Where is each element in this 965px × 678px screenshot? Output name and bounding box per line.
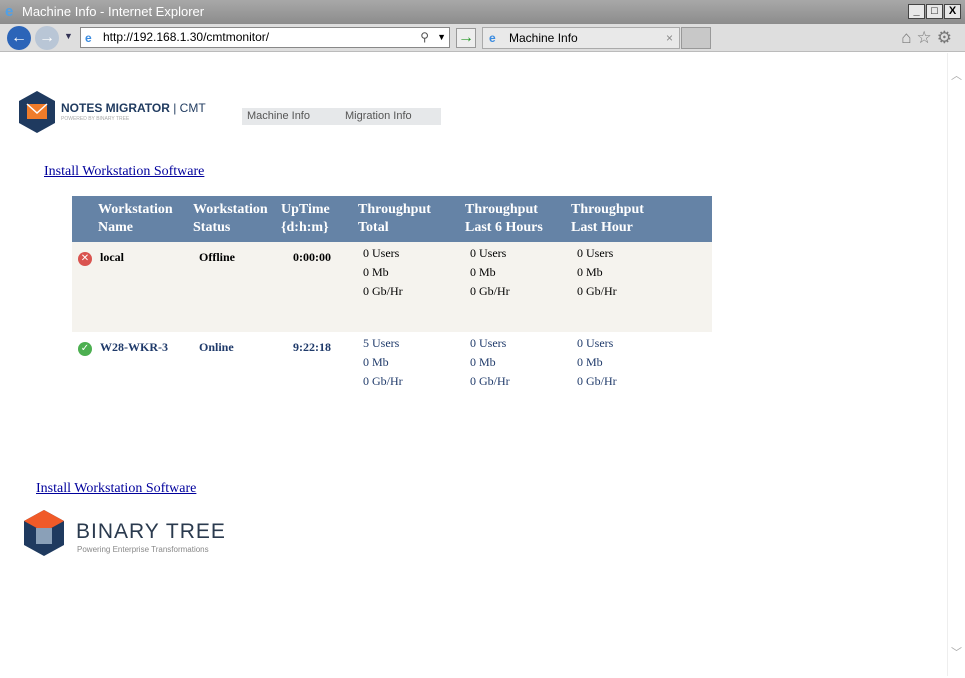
table-row: ✕ local Offline 0:00:00 0 Users 0 Mb 0 Gb/… [72,242,712,332]
close-button[interactable]: X [944,4,961,19]
address-bar[interactable]: e http://192.168.1.30/cmtmonitor/ ⚲ ▼ [80,27,450,48]
install-workstation-link-top[interactable]: Install Workstation Software [44,164,205,179]
uptime: 9:22:18 [293,340,331,354]
go-button[interactable]: → [456,28,476,48]
binary-tree-tagline: Powering Enterprise Transformations [77,545,209,554]
throughput-total: 0 Users 0 Mb 0 Gb/Hr [358,242,465,332]
vertical-scrollbar[interactable]: ︿ ﹀ [947,53,965,676]
tab-machine-info[interactable]: e Machine Info × [482,27,680,49]
minimize-button[interactable]: _ [908,4,925,19]
top-menu: Machine Info Migration Info [242,108,441,125]
workstation-status: Online [199,340,234,354]
throughput-1h: 0 Users 0 Mb 0 Gb/Hr [571,242,712,332]
back-button[interactable]: ← [7,26,31,50]
new-tab-button[interactable] [681,27,711,49]
col-throughput-1h: Throughput Last Hour [571,196,712,242]
table-header-row: Workstation Name Workstation Status UpTime… [72,196,712,242]
history-dropdown-icon[interactable]: ▼ [64,31,73,41]
workstation-table: Workstation Name Workstation Status UpTime… [72,196,712,422]
window-titlebar: e Machine Info - Internet Explorer _ □ X [0,0,965,24]
maximize-button[interactable]: □ [926,4,943,19]
window-title: Machine Info - Internet Explorer [22,4,205,19]
check-icon: ✓ [78,342,92,356]
error-icon: ✕ [78,252,92,266]
notes-migrator-logo [19,91,55,133]
throughput-total: 5 Users 0 Mb 0 Gb/Hr [363,336,403,388]
ie-icon: e [5,3,14,20]
col-throughput-6h: Throughput Last 6 Hours [465,196,571,242]
gear-icon[interactable]: ⚙ [936,28,957,47]
workstation-name: local [98,242,193,332]
throughput-6h: 0 Users 0 Mb 0 Gb/Hr [465,242,571,332]
brand-title: NOTES MIGRATOR | CMT [61,101,206,115]
home-icon[interactable]: ⌂ [901,28,917,47]
install-workstation-link-bottom[interactable]: Install Workstation Software [36,481,197,496]
binary-tree-logo [24,510,64,556]
powered-by: POWERED BY BINARY TREE [61,116,130,122]
binary-tree-name: BINARY TREE [76,520,226,543]
page-content: NOTES MIGRATOR | CMT POWERED BY BINARY T… [4,53,947,676]
col-throughput-total: Throughput Total [358,196,465,242]
throughput-1h: 0 Users 0 Mb 0 Gb/Hr [577,336,617,388]
scroll-down-icon[interactable]: ﹀ [951,647,962,659]
workstation-name: W28-WKR-3 [100,340,168,354]
col-uptime: UpTime {d:h:m} [281,196,358,242]
col-workstation-name: Workstation Name [98,196,193,242]
scroll-up-icon[interactable]: ︿ [951,70,962,82]
ie-icon: e [489,31,496,45]
close-tab-icon[interactable]: × [665,31,673,45]
address-dropdown-icon[interactable]: ▼ [437,32,446,42]
menu-migration-info[interactable]: Migration Info [345,110,412,122]
workstation-status: Offline [193,242,281,332]
col-workstation-status: Workstation Status [193,196,281,242]
search-icon[interactable]: ⚲ [420,30,429,44]
browser-toolbar: ← → ▼ e http://192.168.1.30/cmtmonitor/ ⚲… [0,24,965,52]
forward-button[interactable]: → [35,26,59,50]
table-row: ✓ W28-WKR-3 Online 9:22:18 5 Users 0 Mb 0 … [72,332,712,422]
ie-icon: e [85,31,92,45]
throughput-6h: 0 Users 0 Mb 0 Gb/Hr [470,336,510,388]
favorites-star-icon[interactable]: ☆ [916,28,937,47]
uptime: 0:00:00 [281,242,358,332]
menu-machine-info[interactable]: Machine Info [247,110,310,122]
